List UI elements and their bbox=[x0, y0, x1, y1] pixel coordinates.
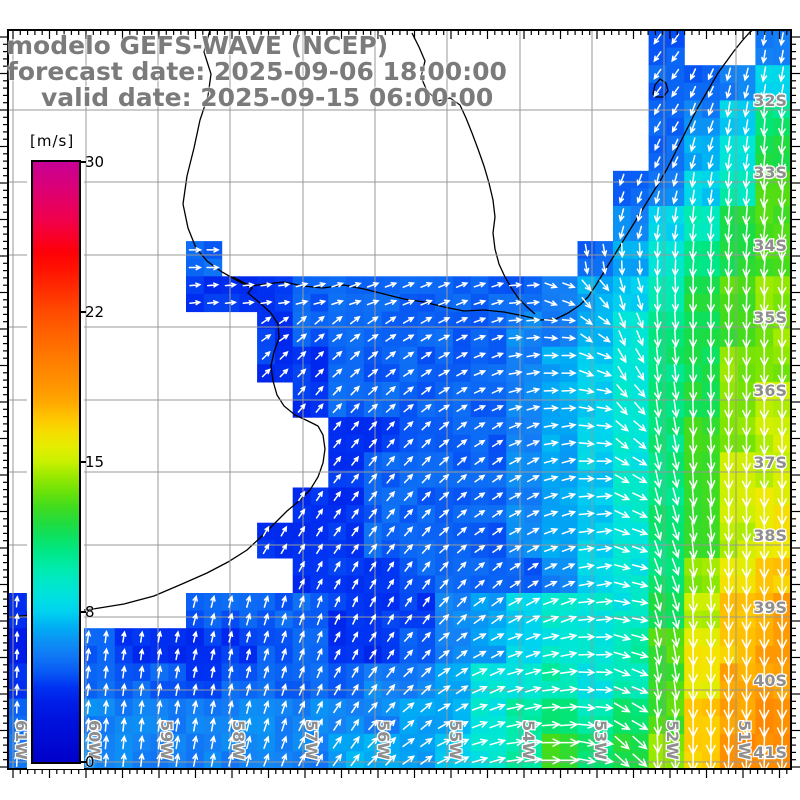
colorbar-gradient-bar bbox=[31, 160, 81, 764]
latitude-label: 38S bbox=[753, 526, 787, 545]
longitude-label: 56W bbox=[374, 720, 393, 760]
latitude-label: 33S bbox=[753, 163, 787, 182]
longitude-label: 55W bbox=[446, 720, 465, 760]
latitude-label: 39S bbox=[753, 598, 787, 617]
colorbar-tick bbox=[79, 761, 86, 763]
latitude-label: 41S bbox=[753, 743, 787, 762]
colorbar-tick bbox=[79, 611, 86, 613]
colorbar-tick bbox=[79, 311, 86, 313]
latitude-label: 35S bbox=[753, 308, 787, 327]
latitude-label: 36S bbox=[753, 381, 787, 400]
longitude-label: 54W bbox=[519, 720, 538, 760]
latitude-label: 37S bbox=[753, 453, 787, 472]
latitude-label: 32S bbox=[753, 91, 787, 110]
colorbar-tick bbox=[79, 161, 86, 163]
colorbar-tick-label: 30 bbox=[85, 153, 105, 171]
latitude-label: 40S bbox=[753, 671, 787, 690]
latitude-label: 34S bbox=[753, 236, 787, 255]
colorbar-tick-label: 0 bbox=[85, 753, 95, 771]
longitude-label: 51W bbox=[735, 720, 754, 760]
colorbar-tick-label: 8 bbox=[85, 603, 95, 621]
colorbar-tick-label: 15 bbox=[85, 453, 105, 471]
longitude-label: 59W bbox=[157, 720, 176, 760]
colorbar-tick-label: 22 bbox=[85, 303, 105, 321]
colorbar-tick bbox=[79, 461, 86, 463]
longitude-label: 57W bbox=[302, 720, 321, 760]
longitude-label: 58W bbox=[229, 720, 248, 760]
longitude-label: 53W bbox=[591, 720, 610, 760]
longitude-label: 52W bbox=[663, 720, 682, 760]
colorbar-unit-label: [m/s] bbox=[30, 132, 75, 150]
